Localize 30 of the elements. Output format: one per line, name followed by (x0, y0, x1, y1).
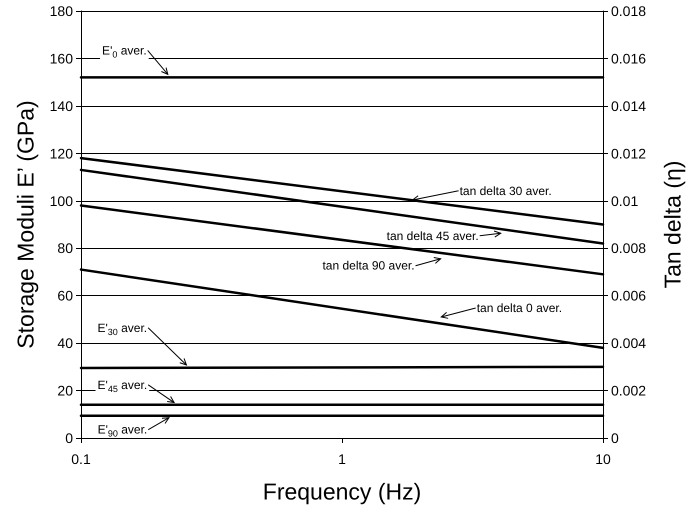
y2-tick-label: 0.002 (611, 382, 646, 399)
y-tick-label: 80 (57, 240, 74, 256)
y-tick-label: 160 (50, 50, 74, 66)
y-axis-title: Storage Moduli E’ (GPa) (12, 100, 38, 349)
y-tick-label: 40 (57, 335, 74, 352)
x-axis-title: Frequency (Hz) (262, 478, 422, 504)
y2-tick-label: 0.018 (611, 3, 646, 19)
y2-axis-title: Tan delta (η) (660, 160, 686, 288)
y-tick-label: 60 (57, 288, 74, 304)
x-tick-label: 0.1 (71, 451, 91, 467)
annotation: tan delta 0 aver. (476, 300, 562, 315)
annotation: tan delta 30 aver. (460, 184, 552, 198)
y2-tick-label: 0.006 (611, 288, 646, 304)
y-tick-label: 100 (50, 192, 74, 209)
y2-tick-label: 0.016 (611, 50, 646, 66)
annotation: tan delta 90 aver. (322, 258, 415, 273)
y2-tick-label: 0 (611, 430, 619, 446)
annotation: tan delta 45 aver. (386, 228, 479, 243)
y-tick-label: 0 (65, 430, 74, 446)
y-tick-label: 20 (57, 382, 74, 399)
x-tick-label: 10 (595, 451, 611, 467)
y2-tick-label: 0.012 (611, 145, 646, 162)
y-tick-label: 120 (50, 145, 74, 162)
y2-tick-label: 0.014 (611, 98, 646, 114)
y2-tick-label: 0.008 (611, 240, 646, 256)
y2-tick-label: 0.01 (611, 192, 638, 209)
y2-tick-label: 0.004 (611, 335, 646, 352)
y-tick-label: 180 (50, 3, 74, 19)
x-tick-label: 1 (338, 451, 346, 467)
y-tick-label: 140 (50, 98, 74, 114)
